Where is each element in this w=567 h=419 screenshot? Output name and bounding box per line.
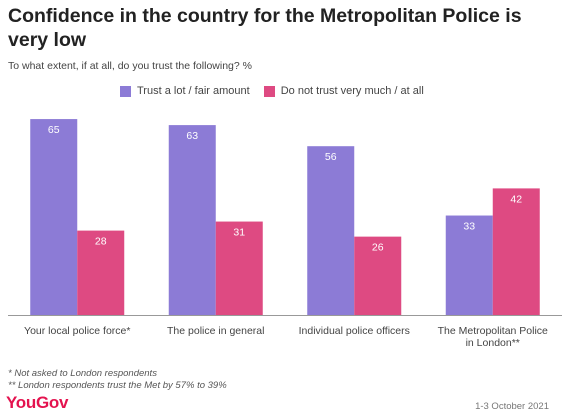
bar-trust-2 bbox=[307, 146, 355, 315]
legend-swatch-trust bbox=[120, 85, 131, 97]
chart-subtitle: To what extent, if at all, do you trust … bbox=[8, 60, 252, 72]
survey-date: 1-3 October 2021 bbox=[475, 401, 549, 412]
chart-title: Confidence in the country for the Metrop… bbox=[8, 5, 522, 51]
data-label-distrust-0: 28 bbox=[95, 236, 107, 248]
data-label-distrust-3: 42 bbox=[510, 193, 522, 205]
category-label-2: Individual police officers bbox=[299, 325, 410, 337]
data-label-distrust-2: 26 bbox=[372, 242, 384, 254]
legend-item-distrust: Do not trust very much / at all bbox=[263, 85, 424, 97]
legend-swatch-distrust bbox=[263, 85, 275, 97]
legend-label-trust: Trust a lot / fair amount bbox=[137, 85, 250, 97]
data-label-distrust-1: 31 bbox=[233, 227, 245, 239]
footnote-london: ** London respondents trust the Met by 5… bbox=[8, 380, 227, 391]
bar-trust-3 bbox=[445, 215, 493, 315]
bar-distrust-0 bbox=[77, 230, 125, 315]
legend-label-distrust: Do not trust very much / at all bbox=[280, 85, 424, 97]
category-label-0: Your local police force* bbox=[24, 325, 130, 337]
bar-distrust-2 bbox=[354, 236, 402, 315]
data-label-trust-0: 65 bbox=[48, 124, 60, 136]
legend: Trust a lot / fair amount Do not trust v… bbox=[120, 85, 438, 97]
footnote-local: * Not asked to London respondents bbox=[8, 368, 157, 379]
data-label-trust-3: 33 bbox=[463, 221, 475, 233]
bar-trust-1 bbox=[168, 125, 216, 315]
category-label-3: The Metropolitan Police in London** bbox=[438, 325, 548, 349]
data-label-trust-1: 63 bbox=[186, 130, 198, 142]
legend-item-trust: Trust a lot / fair amount bbox=[120, 85, 250, 97]
bar-distrust-1 bbox=[215, 221, 263, 315]
bar-distrust-3 bbox=[492, 188, 540, 315]
yougov-logo: YouGov bbox=[6, 393, 69, 412]
bar-trust-0 bbox=[30, 119, 78, 315]
data-label-trust-2: 56 bbox=[325, 151, 337, 163]
category-label-1: The police in general bbox=[167, 325, 264, 337]
